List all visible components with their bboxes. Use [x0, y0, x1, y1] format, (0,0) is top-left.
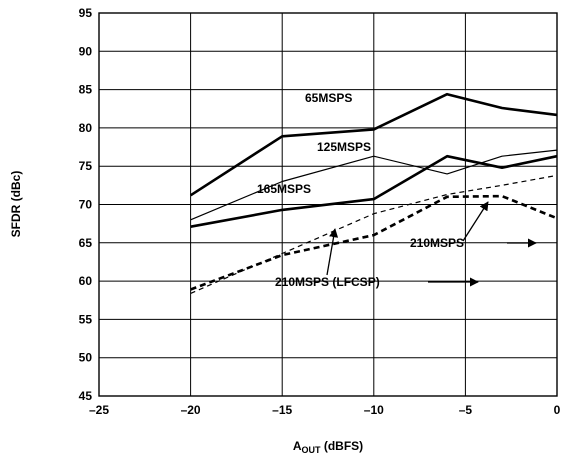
annotation-arrow	[326, 228, 339, 276]
x-tick-label: –10	[364, 403, 384, 417]
y-tick-label: 90	[79, 44, 93, 58]
y-tick-label: 50	[79, 351, 93, 365]
series-lines	[189, 92, 558, 294]
x-tick-label: –5	[459, 403, 473, 417]
series-annotations: 65MSPS 125MSPS 165MSPS 210MSPS 210MSPS (LFCS…	[257, 91, 537, 289]
y-tick-label: 75	[79, 159, 93, 173]
x-tick-label: –20	[181, 403, 201, 417]
y-tick-label: 95	[79, 6, 93, 20]
y-tick-label: 85	[79, 83, 93, 97]
series-line-125msps	[190, 149, 558, 221]
series-line-210msps	[190, 194, 558, 291]
x-axis-title: AOUT (dBFS)	[293, 439, 363, 455]
y-axis-title: SFDR (dBc)	[9, 171, 23, 238]
annotation-165msps: 165MSPS	[257, 182, 311, 196]
series-line-65msps	[189, 92, 558, 197]
x-axis-title-main: A	[293, 439, 302, 453]
plot-frame	[98, 12, 558, 397]
annotation-arrow	[462, 201, 489, 242]
x-tick-label: –25	[89, 403, 109, 417]
x-axis-title-tail: (dBFS)	[321, 439, 364, 453]
annotation-125msps: 125MSPS	[317, 140, 371, 154]
x-tick-label: –15	[272, 403, 292, 417]
x-axis-title-subscript: OUT	[302, 445, 322, 455]
series-line-165msps	[190, 154, 558, 228]
y-tick-label: 65	[79, 236, 93, 250]
tick-labels: 45 50 55 60 65 70 75 80 85 90 95 –25 –20 –15 –10 –5 0	[79, 6, 561, 417]
y-tick-label: 80	[79, 121, 93, 135]
y-tick-label: 45	[79, 389, 93, 403]
x-tick-label: 0	[554, 403, 561, 417]
annotation-210msps: 210MSPS	[410, 236, 464, 250]
y-tick-label: 60	[79, 274, 93, 288]
annotation-65msps: 65MSPS	[305, 91, 352, 105]
series-line-210msps-lfcsp	[190, 174, 558, 294]
y-tick-label: 55	[79, 312, 93, 326]
annotation-210msps-lfcsp: 210MSPS (LFCSP)	[275, 275, 380, 289]
y-tick-label: 70	[79, 198, 93, 212]
